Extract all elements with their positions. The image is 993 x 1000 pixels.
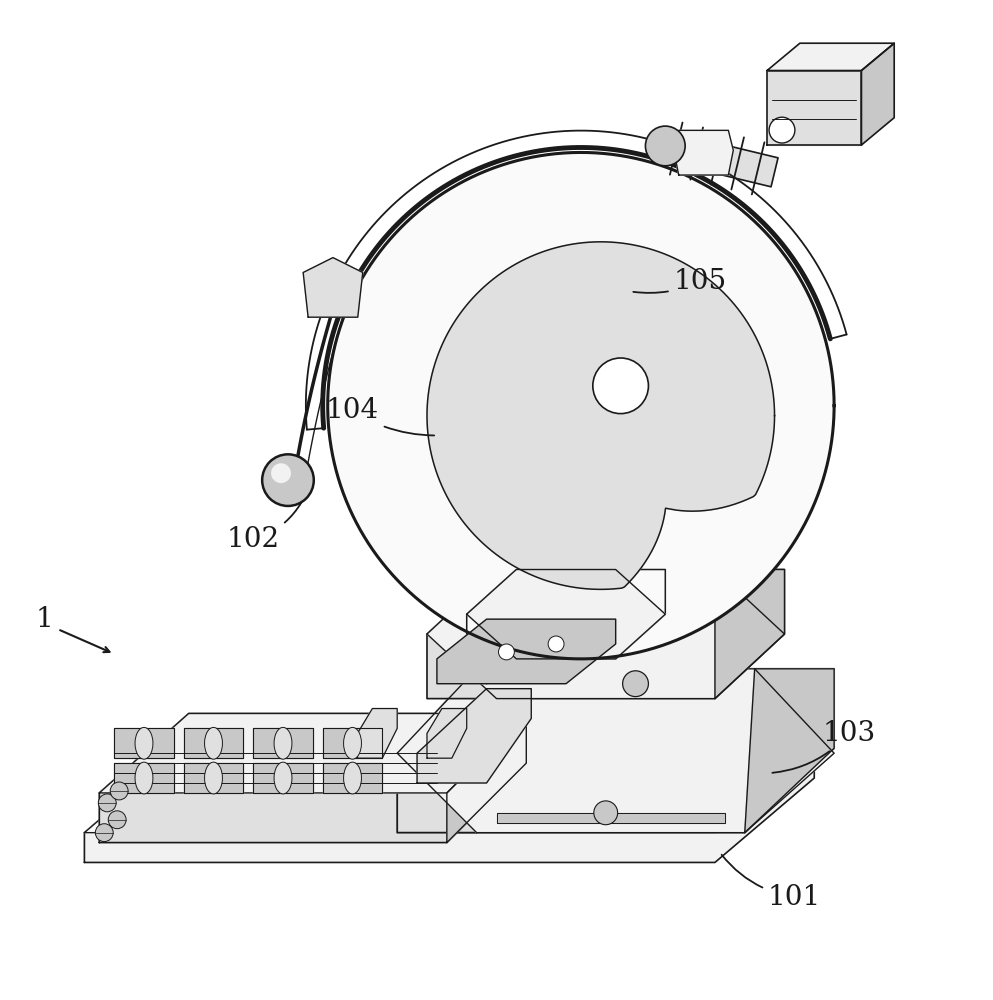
- Circle shape: [108, 811, 126, 829]
- Polygon shape: [397, 669, 834, 833]
- Polygon shape: [496, 813, 725, 823]
- Circle shape: [593, 358, 648, 414]
- Polygon shape: [467, 570, 665, 659]
- Ellipse shape: [205, 762, 222, 794]
- Polygon shape: [253, 728, 313, 758]
- Text: 1: 1: [36, 606, 54, 633]
- Ellipse shape: [274, 762, 292, 794]
- Polygon shape: [184, 728, 243, 758]
- Polygon shape: [661, 131, 779, 187]
- Polygon shape: [767, 71, 861, 145]
- Polygon shape: [114, 763, 174, 793]
- Polygon shape: [447, 713, 526, 843]
- Polygon shape: [427, 570, 784, 699]
- Polygon shape: [427, 709, 467, 758]
- Polygon shape: [99, 713, 526, 843]
- Polygon shape: [323, 763, 382, 793]
- Circle shape: [271, 463, 291, 483]
- Polygon shape: [114, 728, 174, 758]
- Ellipse shape: [135, 762, 153, 794]
- Ellipse shape: [344, 762, 361, 794]
- Polygon shape: [84, 743, 814, 833]
- Circle shape: [262, 454, 314, 506]
- Text: 103: 103: [773, 720, 876, 773]
- Polygon shape: [84, 743, 814, 862]
- Polygon shape: [745, 669, 834, 833]
- Polygon shape: [715, 570, 784, 699]
- Circle shape: [769, 117, 794, 143]
- Polygon shape: [767, 43, 894, 71]
- Polygon shape: [673, 130, 733, 175]
- Polygon shape: [323, 728, 382, 758]
- Circle shape: [110, 782, 128, 800]
- Ellipse shape: [274, 727, 292, 759]
- Text: 105: 105: [634, 268, 727, 295]
- Circle shape: [498, 644, 514, 660]
- Ellipse shape: [135, 727, 153, 759]
- Circle shape: [645, 126, 685, 166]
- Polygon shape: [357, 709, 397, 758]
- Circle shape: [548, 636, 564, 652]
- Polygon shape: [861, 43, 894, 145]
- Polygon shape: [184, 763, 243, 793]
- Ellipse shape: [205, 727, 222, 759]
- Polygon shape: [253, 763, 313, 793]
- Circle shape: [95, 824, 113, 842]
- Polygon shape: [303, 258, 362, 317]
- Polygon shape: [397, 669, 834, 833]
- Text: 101: 101: [722, 855, 821, 911]
- Text: 104: 104: [326, 397, 434, 435]
- Text: 102: 102: [226, 502, 302, 553]
- Polygon shape: [417, 689, 531, 783]
- Ellipse shape: [344, 727, 361, 759]
- Circle shape: [98, 794, 116, 812]
- Polygon shape: [437, 619, 616, 684]
- Polygon shape: [467, 570, 665, 659]
- Polygon shape: [328, 152, 834, 659]
- Circle shape: [623, 671, 648, 697]
- Polygon shape: [427, 570, 784, 699]
- Circle shape: [594, 801, 618, 825]
- Polygon shape: [427, 242, 775, 589]
- Polygon shape: [99, 713, 526, 793]
